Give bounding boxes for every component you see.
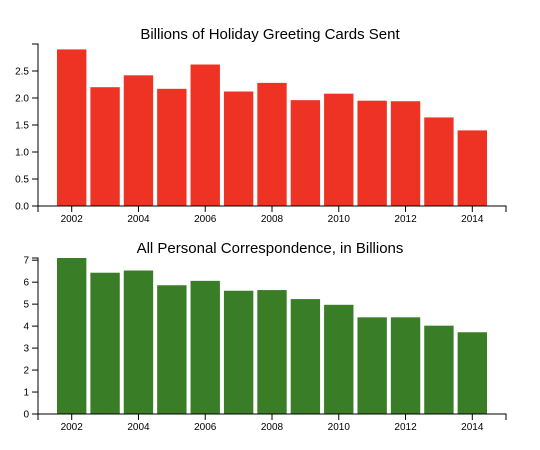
personal-correspondence-bar-2014 [457,332,487,414]
personal-correspondence-x-tick-label: 2008 [261,422,284,433]
holiday-cards-bar-2012 [390,101,421,206]
holiday-cards-bar-2013 [424,117,454,206]
personal-correspondence-y-tick-label: 6 [23,278,29,289]
personal-correspondence-bar-2010 [324,304,354,414]
personal-correspondence-y-tick-label: 2 [23,366,29,377]
personal-correspondence-x-tick-label: 2012 [394,422,417,433]
holiday-cards-bar-2006 [190,64,220,207]
personal-correspondence-x-tick-label: 2010 [328,422,351,433]
personal-correspondence-y-tick-label: 0 [23,410,29,421]
holiday-cards-x-tick-label: 2004 [127,214,150,225]
holiday-cards-x-tick-label: 2014 [461,214,484,225]
holiday-cards-bar-2011 [357,100,387,206]
holiday-cards-chart: Billions of Holiday Greeting Cards Sent 0… [15,26,507,225]
personal-correspondence-bar-2003 [90,272,120,414]
holiday-cards-y-tick-label: 0.0 [15,202,29,213]
personal-correspondence-chart-title: All Personal Correspondence, in Billions [137,240,404,257]
personal-correspondence-x-tick-label: 2002 [61,422,84,433]
personal-correspondence-bar-2009 [290,299,321,414]
holiday-cards-x-tick-label: 2010 [328,214,351,225]
personal-correspondence-y-axis [32,257,39,415]
holiday-cards-bar-2008 [257,82,287,206]
holiday-cards-bar-2005 [157,88,187,206]
holiday-cards-bar-2007 [223,91,254,206]
personal-correspondence-x-tick-label: 2006 [194,422,217,433]
personal-correspondence-x-tick-label: 2004 [127,422,150,433]
personal-correspondence-y-tick-label: 1 [23,388,29,399]
holiday-cards-y-tick-label: 0.5 [15,175,29,186]
personal-correspondence-y-tick-label: 7 [23,256,29,267]
personal-correspondence-bar-2008 [257,290,287,414]
personal-correspondence-bar-2011 [357,317,387,414]
personal-correspondence-bar-2013 [424,325,454,414]
holiday-cards-bar-2010 [324,93,354,206]
holiday-cards-bar-2002 [57,49,87,207]
holiday-cards-y-tick-label: 1.0 [15,148,29,159]
personal-correspondence-y-tick-label: 4 [23,322,29,333]
personal-correspondence-bar-2004 [123,270,154,414]
personal-correspondence-chart: All Personal Correspondence, in Billions… [23,240,507,433]
holiday-cards-x-tick-label: 2008 [261,214,284,225]
holiday-cards-bar-2004 [123,75,154,206]
personal-correspondence-bar-2006 [190,280,220,414]
personal-correspondence-y-tick-label: 3 [23,344,29,355]
holiday-cards-bar-2014 [457,130,487,206]
personal-correspondence-y-tick-label: 5 [23,300,29,311]
personal-correspondence-bar-2005 [157,285,187,414]
holiday-cards-bar-2003 [90,87,120,206]
holiday-cards-x-tick-label: 2006 [194,214,217,225]
holiday-cards-x-tick-label: 2002 [61,214,84,225]
holiday-cards-y-tick-label: 2.5 [15,67,29,78]
personal-correspondence-x-tick-label: 2014 [461,422,484,433]
holiday-cards-chart-title: Billions of Holiday Greeting Cards Sent [140,26,400,43]
holiday-cards-y-tick-label: 2.0 [15,94,29,105]
holiday-cards-y-tick-label: 1.5 [15,121,29,132]
personal-correspondence-bar-2007 [223,290,254,414]
holiday-cards-x-tick-label: 2012 [394,214,417,225]
holiday-cards-bar-2009 [290,100,321,206]
personal-correspondence-bar-2002 [57,258,87,414]
personal-correspondence-bar-2012 [390,317,421,414]
